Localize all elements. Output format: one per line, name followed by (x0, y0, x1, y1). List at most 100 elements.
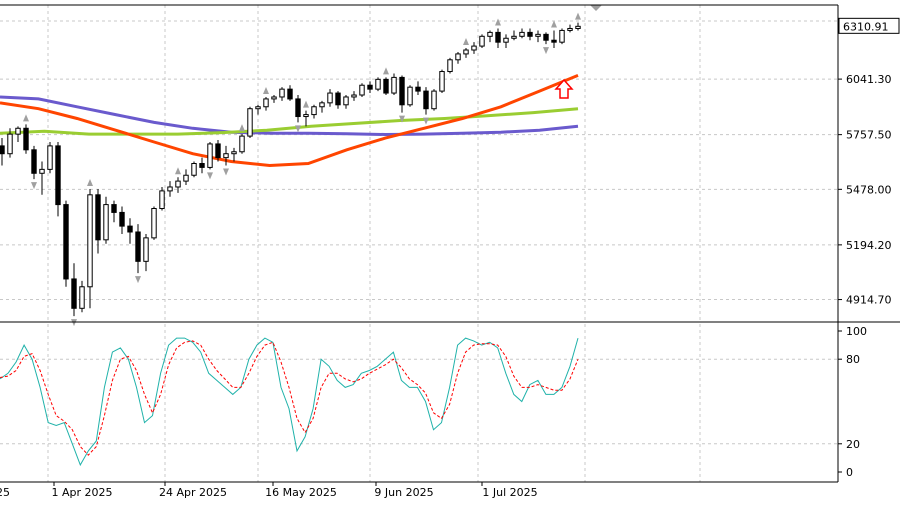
candle-body-bear (95, 194, 101, 241)
fractal-up-marker (303, 100, 309, 108)
candle[interactable] (295, 95, 301, 123)
candle[interactable] (271, 95, 277, 103)
candle-body-bear (295, 98, 301, 118)
candle[interactable] (263, 96, 269, 111)
candle[interactable] (447, 57, 453, 74)
candle[interactable] (247, 106, 253, 139)
candle[interactable] (535, 30, 541, 43)
candle[interactable] (55, 141, 61, 217)
candle-body-bear (63, 204, 69, 280)
candle[interactable] (503, 34, 509, 49)
ma-red-line (0, 74, 579, 168)
candle-body-bull (511, 35, 517, 39)
candle[interactable] (311, 104, 317, 119)
candle[interactable] (223, 145, 229, 166)
candle[interactable] (375, 77, 381, 92)
candle[interactable] (39, 161, 45, 195)
candle[interactable] (351, 91, 357, 101)
candle[interactable] (487, 30, 493, 43)
candle[interactable] (63, 200, 69, 287)
candle[interactable] (359, 83, 365, 97)
candle[interactable] (575, 22, 581, 31)
candle[interactable] (199, 157, 205, 174)
candle[interactable] (527, 28, 533, 41)
candle-body-bull (47, 145, 53, 170)
candle-body-bull (7, 133, 13, 155)
signal-arrow (554, 78, 574, 99)
candle[interactable] (423, 87, 429, 115)
candle[interactable] (151, 206, 157, 240)
candle[interactable] (135, 224, 141, 274)
candle-body-bull (159, 190, 165, 210)
candle[interactable] (471, 42, 477, 54)
stoch-tick-label: 80 (846, 353, 860, 366)
candle[interactable] (415, 81, 421, 96)
candle-body-bull (431, 90, 437, 110)
candle[interactable] (511, 30, 517, 41)
candle[interactable] (95, 188, 101, 254)
candle[interactable] (327, 89, 333, 107)
candle[interactable] (495, 28, 501, 49)
candle[interactable] (159, 186, 165, 211)
candle[interactable] (71, 263, 77, 317)
candle[interactable] (407, 85, 413, 107)
candle[interactable] (15, 126, 21, 142)
candle[interactable] (479, 34, 485, 49)
fractal-down-marker (135, 276, 141, 284)
candle[interactable] (103, 196, 109, 244)
candle[interactable] (119, 206, 125, 234)
candle[interactable] (455, 51, 461, 64)
candle[interactable] (207, 141, 213, 170)
candle[interactable] (463, 48, 469, 58)
fractal-down-marker (71, 319, 77, 327)
candle[interactable] (31, 145, 37, 180)
candle[interactable] (239, 134, 245, 154)
candle[interactable] (439, 69, 445, 94)
candle-body-bull (407, 86, 413, 106)
candle[interactable] (383, 77, 389, 96)
candle[interactable] (215, 140, 221, 162)
candle[interactable] (79, 280, 85, 313)
candle[interactable] (519, 28, 525, 39)
candle[interactable] (7, 128, 13, 158)
candle-body-bear (383, 78, 389, 94)
candle[interactable] (183, 169, 189, 186)
candle-body-bull (39, 168, 45, 174)
candle[interactable] (431, 89, 437, 111)
candle[interactable] (367, 81, 373, 94)
candle-body-bear (215, 143, 221, 159)
candle[interactable] (87, 188, 93, 309)
candle[interactable] (191, 161, 197, 178)
candle[interactable] (343, 95, 349, 109)
candle[interactable] (551, 30, 557, 49)
candle-body-bear (0, 145, 5, 155)
candle[interactable] (175, 177, 181, 193)
candle[interactable] (0, 138, 5, 166)
price-tick-label: 6041.30 (846, 73, 892, 86)
price-tick-label: 4914.70 (846, 294, 892, 307)
candle[interactable] (391, 73, 397, 96)
candle[interactable] (399, 75, 405, 113)
candle[interactable] (255, 104, 261, 115)
candle-body-bull (151, 208, 157, 239)
candle[interactable] (47, 141, 53, 174)
candle[interactable] (279, 87, 285, 101)
candle[interactable] (303, 110, 309, 127)
candle-body-bear (527, 31, 533, 37)
candle[interactable] (543, 32, 549, 45)
candlesticks[interactable] (0, 22, 581, 317)
candle[interactable] (167, 181, 173, 197)
candle[interactable] (23, 124, 29, 154)
candle[interactable] (567, 24, 573, 33)
candle[interactable] (231, 147, 237, 162)
candle-body-bear (543, 33, 549, 41)
candle[interactable] (127, 218, 133, 244)
candle[interactable] (143, 233, 149, 272)
candle[interactable] (335, 91, 341, 109)
candle[interactable] (559, 28, 565, 45)
candle[interactable] (319, 100, 325, 113)
candle[interactable] (287, 85, 293, 101)
candle[interactable] (111, 200, 117, 223)
fractal-up-marker (23, 114, 29, 122)
